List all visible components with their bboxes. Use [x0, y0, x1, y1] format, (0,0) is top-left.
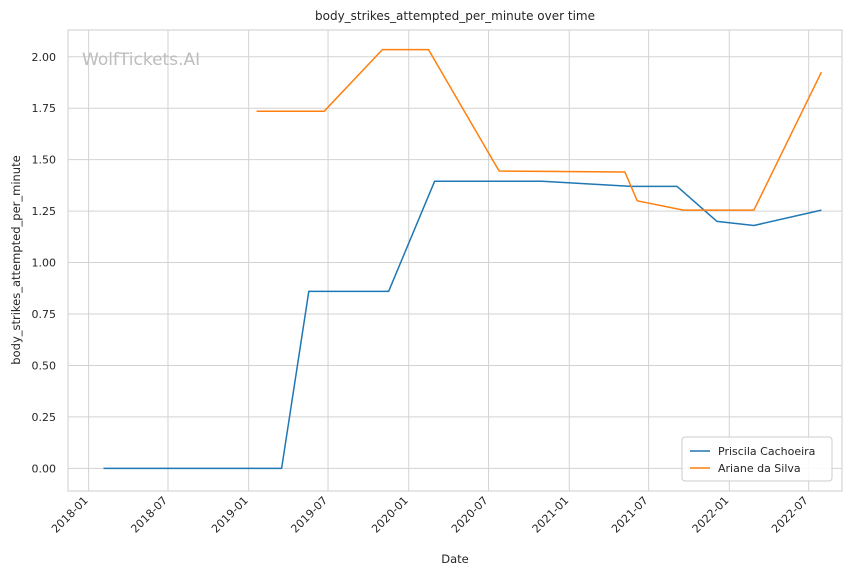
series-line-2	[256, 48, 823, 211]
x-tick-label: 2019-01	[209, 494, 251, 536]
x-axis-label: Date	[441, 552, 469, 566]
x-tick-label: 2021-07	[609, 494, 651, 536]
grid	[67, 29, 843, 492]
x-tick-label: 2019-07	[288, 494, 330, 536]
y-tick-label: 0.00	[32, 462, 57, 475]
legend-box	[681, 436, 833, 482]
legend-entry: Ariane da Silva	[718, 462, 801, 475]
y-axis-label: body_strikes_attempted_per_minute	[9, 155, 23, 364]
y-tick-label: 0.75	[32, 308, 57, 321]
x-tick-label: 2020-01	[369, 494, 411, 536]
y-tick-label: 1.00	[32, 257, 57, 270]
legend: Priscila Cachoeira Ariane da Silva	[681, 436, 833, 482]
y-tick-label: 0.50	[32, 359, 57, 372]
x-tick-label: 2021-01	[530, 494, 572, 536]
legend-entry: Priscila Cachoeira	[718, 445, 815, 458]
series-line-1	[103, 180, 822, 470]
y-tick-label: 1.50	[32, 154, 57, 167]
x-tick-label: 2018-07	[128, 494, 170, 536]
series-lines	[103, 48, 823, 470]
x-tick-label: 2020-07	[449, 494, 491, 536]
x-tick-label: 2022-07	[769, 494, 811, 536]
x-tick-label: 2018-01	[49, 494, 91, 536]
y-tick-label: 2.00	[32, 51, 57, 64]
y-tick-label: 0.25	[32, 411, 57, 424]
chart-title: body_strikes_attempted_per_minute over t…	[315, 9, 595, 23]
y-tick-label: 1.25	[32, 205, 57, 218]
x-tick-label: 2022-01	[690, 494, 732, 536]
watermark: WolfTickets.AI	[82, 50, 200, 70]
y-tick-label: 1.75	[32, 102, 57, 115]
plot-frame	[67, 29, 843, 492]
